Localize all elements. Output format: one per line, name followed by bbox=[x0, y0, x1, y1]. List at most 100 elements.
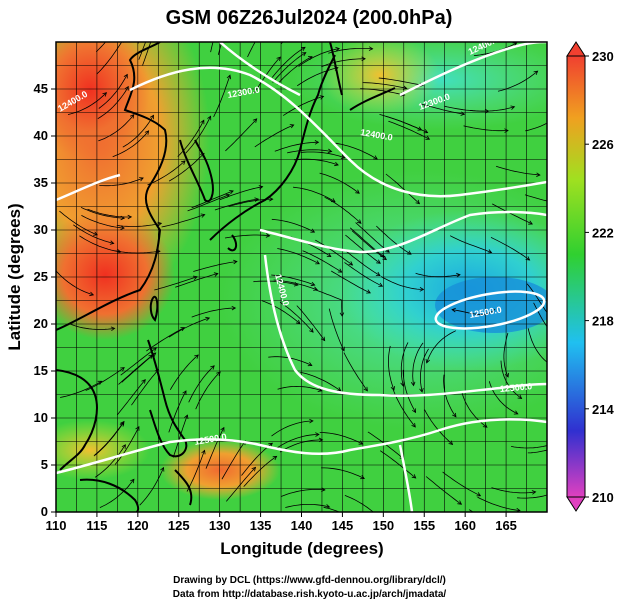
streamline-arrow bbox=[182, 390, 187, 395]
streamline bbox=[115, 250, 160, 254]
streamline-arrow bbox=[423, 129, 429, 134]
streamline-arrow bbox=[220, 426, 225, 432]
streamline bbox=[186, 450, 205, 492]
streamline bbox=[328, 308, 345, 351]
streamline-arrow bbox=[233, 259, 238, 265]
streamline-arrow bbox=[378, 282, 384, 287]
streamline-arrow bbox=[102, 92, 108, 97]
streamline-arrow bbox=[356, 219, 362, 224]
streamline-arrow bbox=[513, 410, 519, 415]
streamline-arrow bbox=[231, 305, 237, 311]
streamline bbox=[99, 177, 144, 187]
streamline bbox=[490, 237, 530, 261]
chart-title: GSM 06Z26Jul2024 (200.0hPa) bbox=[166, 7, 453, 29]
colorbar: 210 214 218 222 226 230 bbox=[566, 41, 614, 512]
x-tick-label: 125 bbox=[168, 518, 190, 533]
streamline-arrow bbox=[193, 275, 198, 280]
y-tick-label: 40 bbox=[34, 128, 48, 143]
streamline bbox=[272, 52, 307, 83]
x-tick-label: 110 bbox=[46, 518, 67, 533]
streamline-arrow bbox=[120, 225, 125, 231]
colorbar-bar bbox=[566, 55, 586, 498]
streamline-arrow bbox=[135, 425, 140, 431]
streamline bbox=[95, 42, 107, 53]
streamline-arrow bbox=[525, 256, 531, 261]
streamline bbox=[73, 224, 114, 244]
streamline-arrow bbox=[330, 198, 336, 203]
streamline bbox=[426, 330, 457, 363]
streamline-arrow bbox=[295, 319, 301, 325]
streamline-arrow bbox=[533, 70, 539, 76]
colorbar-tick-label: 218 bbox=[592, 314, 614, 329]
streamline-arrow bbox=[276, 56, 281, 62]
streamline-arrow bbox=[451, 307, 456, 313]
streamline-arrow bbox=[149, 114, 154, 120]
streamline-arrow bbox=[355, 189, 360, 194]
streamline bbox=[117, 379, 146, 416]
streamline-arrow bbox=[415, 199, 421, 205]
y-tick-label: 30 bbox=[34, 222, 48, 237]
y-tick-label: 0 bbox=[41, 504, 48, 519]
streamline bbox=[276, 56, 313, 85]
streamline-arrow bbox=[216, 371, 221, 377]
streamline bbox=[351, 230, 387, 260]
streamline bbox=[300, 151, 346, 159]
streamline-arrow bbox=[335, 46, 341, 52]
x-tick-label: 145 bbox=[332, 518, 354, 533]
coastlines bbox=[56, 42, 396, 512]
streamline-arrow bbox=[152, 347, 157, 352]
streamline-arrow bbox=[152, 18, 156, 22]
streamline-arrow bbox=[252, 118, 258, 123]
streamline bbox=[67, 92, 107, 115]
streamline bbox=[142, 42, 152, 66]
streamline bbox=[300, 371, 342, 392]
streamline bbox=[415, 272, 461, 278]
streamline-arrow bbox=[411, 474, 417, 479]
streamline-arrow bbox=[504, 372, 509, 378]
streamline bbox=[225, 118, 258, 152]
streamline bbox=[412, 342, 424, 386]
streamline bbox=[442, 471, 481, 497]
streamline-arrow bbox=[321, 487, 326, 492]
streamline bbox=[168, 317, 210, 338]
streamline bbox=[187, 194, 230, 212]
streamline bbox=[385, 173, 420, 204]
streamline bbox=[213, 75, 231, 118]
streamline-arrow bbox=[549, 316, 553, 320]
streamline bbox=[253, 56, 281, 94]
streamline bbox=[93, 422, 124, 457]
streamline bbox=[449, 235, 492, 253]
streamline-arrow bbox=[300, 46, 306, 51]
streamline bbox=[274, 141, 319, 152]
streamline-arrow bbox=[130, 478, 135, 484]
x-axis-label: Longitude (degrees) bbox=[220, 539, 383, 558]
streamline bbox=[80, 206, 125, 219]
streamline bbox=[60, 380, 102, 398]
streamline-arrow bbox=[510, 105, 516, 110]
colorbar-tick-label: 226 bbox=[592, 137, 614, 152]
streamline bbox=[491, 487, 536, 494]
streamline-arrow bbox=[97, 380, 103, 385]
streamline-arrow bbox=[201, 449, 206, 455]
streamline bbox=[114, 426, 140, 465]
streamline bbox=[191, 307, 236, 318]
streamline-arrow bbox=[337, 268, 343, 273]
streamline-arrow bbox=[207, 115, 212, 121]
streamline bbox=[193, 261, 237, 272]
y-axis-label: Latitude (degrees) bbox=[5, 203, 24, 350]
streamline bbox=[139, 467, 164, 506]
streamline bbox=[98, 74, 128, 109]
streamline bbox=[261, 300, 301, 325]
streamline bbox=[497, 70, 538, 92]
streamline bbox=[136, 42, 138, 43]
streamline bbox=[243, 456, 277, 487]
x-tick-label: 140 bbox=[291, 518, 313, 533]
streamline bbox=[527, 449, 547, 454]
y-tick-label: 20 bbox=[34, 316, 48, 331]
colorbar-tick-label: 210 bbox=[592, 490, 614, 505]
streamline bbox=[345, 234, 381, 264]
streamline-arrow bbox=[200, 119, 205, 125]
streamline bbox=[87, 208, 132, 218]
streamline bbox=[191, 190, 234, 209]
